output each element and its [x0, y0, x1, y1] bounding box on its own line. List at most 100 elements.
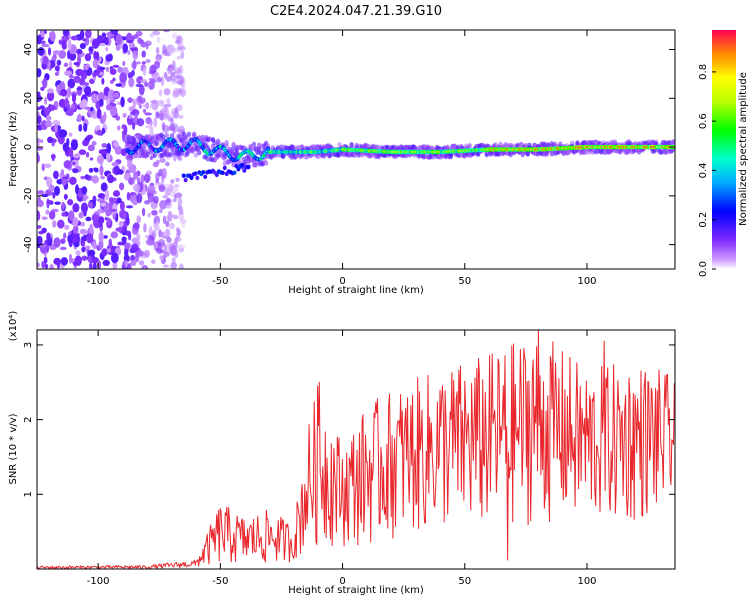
heatmap-cell: [78, 211, 84, 219]
heatmap-cell: [165, 98, 170, 103]
heatmap-cell: [63, 193, 68, 200]
heatmap-cell: [161, 121, 166, 131]
heatmap-cell: [250, 146, 255, 152]
heatmap-cell: [125, 205, 134, 209]
heatmap-cell: [37, 68, 42, 78]
snr-series-line: [37, 330, 675, 569]
heatmap-cell: [144, 112, 152, 116]
heatmap-cell: [412, 145, 418, 151]
heatmap-cell: [37, 146, 44, 151]
heatmap-cell: [124, 260, 128, 269]
heatmap-cell: [207, 136, 212, 142]
heatmap-cell: [145, 238, 152, 246]
heatmap-cell: [85, 216, 92, 222]
heatmap-cell: [100, 175, 105, 180]
heatmap-cell: [119, 200, 125, 212]
heatmap-cell: [107, 174, 115, 184]
heatmap-cell: [109, 80, 114, 85]
heatmap-cell: [97, 216, 105, 224]
heatmap-cell: [142, 67, 147, 77]
heatmap-cell: [135, 61, 141, 65]
snr-x-tick-label: -50: [212, 576, 228, 587]
heatmap-cell: [118, 220, 124, 228]
heatmap-cell: [122, 112, 127, 118]
heatmap-cell: [163, 113, 170, 120]
heatmap-cell: [79, 221, 86, 227]
heatmap-cell: [37, 152, 40, 163]
heatmap-cell: [99, 98, 104, 107]
heatmap-cell: [67, 78, 76, 89]
heatmap-cell: [80, 202, 88, 213]
heatmap-cell: [176, 55, 181, 60]
heatmap-cell: [78, 123, 83, 132]
heatmap-cell: [71, 103, 76, 110]
heatmap-cell: [203, 174, 208, 179]
heatmap-cell: [89, 157, 94, 161]
heatmap-cell: [109, 105, 118, 117]
heatmap-cell: [157, 100, 165, 107]
heatmap-cell: [37, 47, 45, 56]
heatmap-cell: [99, 165, 104, 176]
heatmap-cell: [88, 167, 94, 173]
heatmap-cell: [49, 264, 55, 269]
snr-ticks: -100 -50 0 50 100 1 2 3: [23, 330, 675, 587]
heatmap-cell: [165, 229, 170, 238]
heatmap-cell: [126, 217, 130, 226]
heatmap-cell: [64, 97, 69, 109]
heatmap-cell: [97, 64, 101, 75]
heatmap-cell: [71, 93, 77, 103]
heatmap-cell: [141, 50, 146, 58]
heatmap-cell: [193, 171, 198, 176]
heatmap-cell: [112, 261, 118, 269]
heatmap-cell: [76, 87, 83, 91]
heatmap-cell: [136, 118, 145, 127]
heatmap-cell: [80, 70, 88, 80]
heatmap-cell: [80, 175, 86, 180]
heatmap-cell: [67, 86, 72, 98]
heatmap-cell: [159, 158, 166, 163]
heatmap-cell: [193, 152, 199, 158]
heatmap-cell: [115, 197, 122, 204]
heatmap-cell: [168, 45, 176, 55]
heatmap-cell: [63, 160, 72, 169]
heatmap-cell: [168, 214, 176, 218]
heatmap-cell: [98, 71, 105, 76]
heatmap-cell: [246, 164, 251, 170]
heatmap-cell: [135, 153, 140, 159]
heatmap-cell: [169, 123, 176, 131]
heatmap-cell: [257, 145, 262, 151]
colorbar-label: Normalized spectral amplitude: [738, 72, 749, 226]
heatmap-cell: [153, 61, 161, 70]
heatmap-cell: [385, 144, 390, 150]
heatmap-cell: [176, 104, 183, 112]
heatmap-cell: [140, 174, 145, 183]
heatmap-cell: [123, 124, 128, 136]
heatmap-cell: [169, 222, 175, 230]
heatmap-cell: [112, 190, 120, 197]
heatmap-cell: [37, 195, 41, 203]
heatmap-cell: [171, 150, 176, 156]
heatmap-cell: [116, 125, 121, 131]
heatmap-cell: [73, 75, 81, 84]
heatmap-cell: [42, 43, 50, 48]
heatmap-cell: [37, 111, 40, 117]
heatmap-cell: [62, 142, 69, 152]
heatmap-cell: [126, 40, 134, 44]
heatmap-cell: [147, 134, 152, 140]
heatmap-cell: [68, 210, 75, 221]
heatmap-cell: [46, 176, 53, 188]
heatmap-cell: [75, 184, 79, 195]
heatmap-cell: [149, 103, 156, 109]
heatmap-cell: [145, 124, 153, 129]
heatmap-cell: [85, 30, 92, 39]
heatmap-cell: [155, 172, 160, 182]
heatmap-cell: [96, 129, 103, 136]
heatmap-cell: [98, 149, 107, 155]
heatmap-cell: [103, 111, 107, 122]
heatmap-cell: [142, 108, 147, 114]
heatmap-cell: [222, 160, 228, 167]
snr-panel: -100 -50 0 50 100 1 2 3 Height of straight line…: [8, 311, 676, 596]
heatmap-cell: [99, 43, 106, 47]
heatmap-cell: [106, 142, 112, 154]
heatmap-cell: [109, 102, 117, 107]
